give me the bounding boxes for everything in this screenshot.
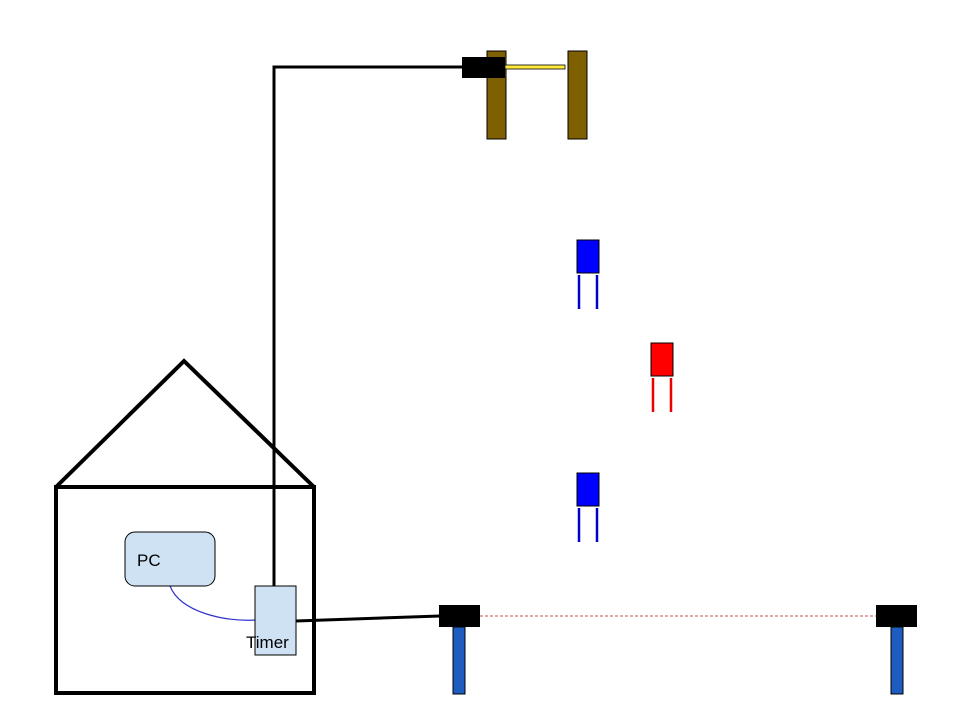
top-sensor-block [462,57,505,78]
gate-bar [504,64,566,70]
gate-red-flag [650,342,674,377]
start-sensor-left-block [439,605,480,627]
timer-label: Timer [246,633,289,652]
house [54,358,316,695]
gate-blue-lower-flag [576,472,600,507]
pc-box [124,531,216,587]
house-body [54,485,316,695]
timer-to-top-sensor-cable [272,65,462,586]
start-sensor-right-stand [890,626,904,695]
pc: PC [124,531,216,587]
start-sensor-right [876,605,917,695]
pc-label: PC [137,551,161,570]
start-sensor-left [439,605,480,695]
start-sensor-left-stand [452,626,466,695]
gate-post-right [567,50,588,140]
gate-blue-upper [576,239,600,309]
timer: Timer [246,585,297,656]
top-gate [462,50,588,140]
timer-to-start-sensor-cable [295,614,441,623]
house-roof [54,358,316,489]
timer-box [254,585,297,656]
start-sensor-right-block [876,605,917,627]
gate-red [650,342,674,412]
gate-blue-lower [576,472,600,542]
gate-blue-upper-flag [576,239,600,274]
pc-timer-link [169,585,256,621]
